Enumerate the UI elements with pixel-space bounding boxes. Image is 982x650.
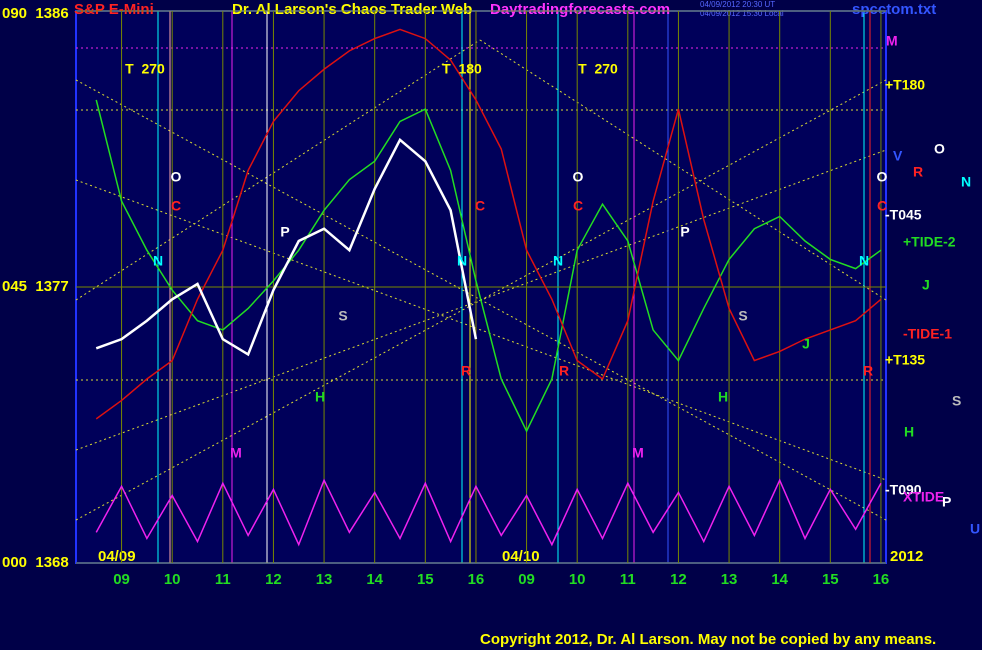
side-label: U bbox=[970, 521, 980, 537]
annotation: M bbox=[632, 445, 644, 461]
date-label: 04/09 bbox=[98, 548, 136, 565]
annotation: T 270 bbox=[125, 61, 165, 77]
x-tick-label: 14 bbox=[771, 571, 788, 588]
x-tick-label: 10 bbox=[569, 571, 586, 588]
x-tick-label: 16 bbox=[468, 571, 485, 588]
annotation: C bbox=[877, 198, 887, 214]
timestamp: 04/09/2012 20:30 UT bbox=[700, 0, 775, 9]
annotation: M bbox=[230, 445, 242, 461]
annotation: O bbox=[171, 169, 182, 185]
annotation: P bbox=[680, 224, 689, 240]
annotation: R bbox=[559, 363, 569, 379]
annotation: N bbox=[859, 253, 869, 269]
annotation: O bbox=[573, 169, 584, 185]
side-label: R bbox=[913, 164, 923, 180]
side-label: S bbox=[952, 393, 961, 409]
x-tick-label: 11 bbox=[215, 571, 231, 588]
annotation: N bbox=[153, 253, 163, 269]
file-name: spcctom.txt bbox=[852, 1, 936, 18]
annotation: R bbox=[461, 363, 471, 379]
timestamp: 04/09/2012 15:30 Local bbox=[700, 9, 784, 18]
y-tick-label: 000 1368 bbox=[2, 554, 69, 571]
angle-line bbox=[75, 179, 887, 481]
x-tick-label: 09 bbox=[113, 571, 130, 588]
chart-title: S&P E-Mini bbox=[74, 1, 154, 18]
side-label: +T180 bbox=[885, 77, 925, 93]
x-tick-label: 13 bbox=[721, 571, 738, 588]
x-tick-label: 12 bbox=[670, 571, 687, 588]
date-label: 04/10 bbox=[502, 548, 540, 565]
annotation: J bbox=[802, 336, 810, 352]
annotation: O bbox=[877, 169, 888, 185]
annotation: N bbox=[553, 253, 563, 269]
angle-line bbox=[479, 39, 887, 301]
side-label: P bbox=[942, 494, 951, 510]
side-label: -T090 bbox=[885, 482, 922, 498]
series-line bbox=[95, 99, 882, 433]
year-label: 2012 bbox=[890, 548, 923, 565]
side-label: XTIDE bbox=[903, 489, 944, 505]
x-tick-label: 15 bbox=[822, 571, 839, 588]
annotation: C bbox=[573, 198, 583, 214]
side-label: O bbox=[934, 141, 945, 157]
side-label: J bbox=[922, 277, 930, 293]
website: Daytradingforecasts.com bbox=[490, 1, 670, 18]
annotation: T 270 bbox=[578, 61, 618, 77]
annotation: S bbox=[738, 308, 747, 324]
x-tick-label: 09 bbox=[518, 571, 535, 588]
side-label: M bbox=[886, 33, 898, 49]
price-line bbox=[95, 137, 478, 357]
side-label: +T135 bbox=[885, 352, 925, 368]
annotation: S bbox=[338, 308, 347, 324]
annotation: H bbox=[718, 389, 728, 405]
annotation: P bbox=[280, 224, 289, 240]
side-label: V bbox=[893, 148, 903, 164]
series-line bbox=[95, 28, 882, 420]
x-tick-label: 15 bbox=[417, 571, 434, 588]
x-tick-label: 12 bbox=[265, 571, 282, 588]
side-label: -TIDE-1 bbox=[903, 326, 952, 342]
annotation: H bbox=[315, 389, 325, 405]
annotation: C bbox=[475, 198, 485, 214]
x-tick-label: 11 bbox=[620, 571, 636, 588]
copyright: Copyright 2012, Dr. Al Larson. May not b… bbox=[480, 631, 936, 648]
annotation: R bbox=[863, 363, 873, 379]
annotation: T 180 bbox=[442, 61, 482, 77]
y-tick-label: 045 1377 bbox=[2, 278, 69, 295]
x-tick-label: 10 bbox=[164, 571, 181, 588]
x-tick-label: 14 bbox=[366, 571, 383, 588]
side-label: +TIDE-2 bbox=[903, 234, 956, 250]
x-tick-label: 16 bbox=[873, 571, 890, 588]
annotation: N bbox=[457, 253, 467, 269]
annotation: C bbox=[171, 198, 181, 214]
side-label: -T045 bbox=[885, 207, 922, 223]
side-label: N bbox=[961, 174, 971, 190]
side-label: H bbox=[904, 424, 914, 440]
chart-subtitle: Dr. Al Larson's Chaos Trader Web bbox=[232, 1, 472, 18]
y-tick-label: 090 1386 bbox=[2, 5, 69, 22]
series-line bbox=[95, 478, 882, 547]
x-tick-label: 13 bbox=[316, 571, 333, 588]
angle-line bbox=[75, 39, 481, 301]
